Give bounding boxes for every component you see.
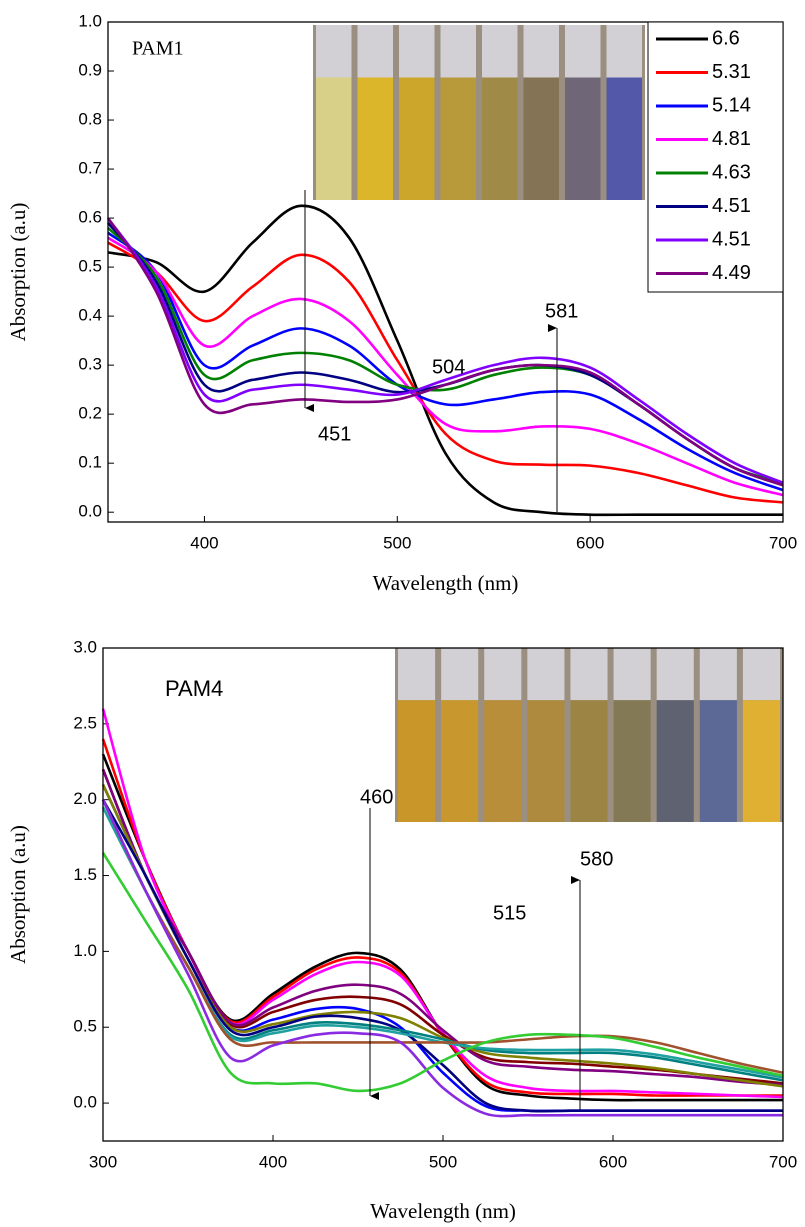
annotation: 460 (360, 786, 393, 808)
y-tick-label: 0.5 (73, 1017, 97, 1036)
vial (656, 700, 694, 822)
vial-cap (440, 25, 476, 78)
x-tick-label: 600 (599, 1152, 627, 1171)
x-tick-label: 400 (259, 1152, 287, 1171)
vial-cap (357, 25, 393, 78)
y-tick-label: 0.4 (78, 306, 102, 325)
annotation: 581 (545, 300, 578, 322)
vial (357, 77, 393, 200)
vial (398, 700, 436, 822)
vial-cap (484, 648, 522, 701)
y-tick-label: 0.5 (78, 257, 102, 276)
y-tick-label: 0.0 (73, 1093, 97, 1112)
legend-label: 4.63 (712, 161, 751, 183)
line-series (107, 241, 784, 504)
annotation: 451 (318, 423, 351, 445)
legend-label: 5.31 (712, 61, 751, 83)
series-group (106, 204, 784, 517)
vial-cap (570, 648, 608, 701)
vial-cap (656, 648, 694, 701)
vial-cap (399, 25, 435, 78)
annotation: PAM4 (165, 676, 223, 701)
x-axis-title: Wavelength (nm) (373, 571, 519, 595)
x-tick-label: 700 (769, 533, 797, 552)
annotation: 515 (493, 902, 526, 924)
vial (316, 77, 352, 200)
y-axis-title: Absorption (a.u) (6, 203, 30, 342)
vial (565, 77, 601, 200)
x-tick-label: 700 (769, 1152, 797, 1171)
y-tick-label: 0.9 (78, 61, 102, 80)
legend-label: 6.6 (712, 27, 740, 49)
line-series (106, 217, 784, 487)
x-axis-title: Wavelength (nm) (370, 1199, 516, 1223)
y-tick-label: 0.1 (78, 453, 102, 472)
line-series (101, 852, 784, 1093)
line-series (107, 231, 784, 492)
vial (523, 77, 559, 200)
vial (613, 700, 651, 822)
x-tick-label: 600 (576, 533, 604, 552)
vial-cap (482, 25, 518, 78)
x-tick-label: 400 (190, 533, 218, 552)
y-tick-label: 0.8 (78, 110, 102, 129)
vial (399, 77, 435, 200)
y-tick-label: 0.0 (78, 502, 102, 521)
vial (606, 77, 642, 200)
y-tick-label: 0.3 (78, 355, 102, 374)
line-series (101, 799, 784, 1075)
y-tick-label: 0.7 (78, 159, 102, 178)
legend-label: 4.51 (712, 228, 751, 250)
annotation: 504 (432, 356, 465, 378)
vial-cap (565, 25, 601, 78)
x-tick-label: 500 (429, 1152, 457, 1171)
line-series (101, 799, 783, 1118)
vial-cap (613, 648, 651, 701)
vial (440, 77, 476, 200)
y-tick-label: 0.6 (78, 208, 102, 227)
vial (527, 700, 565, 822)
y-tick-label: 1.0 (78, 11, 102, 30)
vial (482, 77, 518, 200)
vial-cap (699, 648, 737, 701)
line-series (101, 768, 784, 1087)
y-tick-label: 0.2 (78, 404, 102, 423)
y-tick-label: 1.5 (73, 865, 97, 884)
x-tick-label: 500 (383, 533, 411, 552)
legend-label: 4.81 (712, 128, 751, 150)
line-series (107, 236, 784, 497)
vial-cap (523, 25, 559, 78)
vial (742, 700, 780, 822)
y-tick-label: 1.0 (73, 941, 97, 960)
vial-cap (316, 25, 352, 78)
x-tick-label: 300 (89, 1152, 117, 1171)
vial (441, 700, 479, 822)
y-tick-label: 2.0 (73, 789, 97, 808)
line-series (107, 204, 783, 517)
y-tick-label: 3.0 (73, 637, 97, 656)
line-series (101, 799, 784, 1082)
annotation: PAM1 (132, 38, 184, 60)
plot-frame (102, 647, 784, 1142)
vial (570, 700, 608, 822)
legend-label: 5.14 (712, 94, 751, 116)
line-series (106, 217, 784, 484)
vial-cap (398, 648, 436, 701)
series-group (101, 708, 784, 1118)
vial-cap (441, 648, 479, 701)
vial (699, 700, 737, 822)
y-tick-label: 2.5 (73, 713, 97, 732)
line-series (101, 799, 783, 1113)
annotation: 580 (580, 848, 613, 870)
y-axis-title: Absorption (a.u) (6, 825, 30, 964)
vial-cap (606, 25, 642, 78)
legend-box (647, 21, 784, 293)
vial-cap (742, 648, 780, 701)
legend-label: 4.49 (712, 262, 751, 284)
vial-cap (527, 648, 565, 701)
vial (484, 700, 522, 822)
legend-label: 4.51 (712, 195, 751, 217)
